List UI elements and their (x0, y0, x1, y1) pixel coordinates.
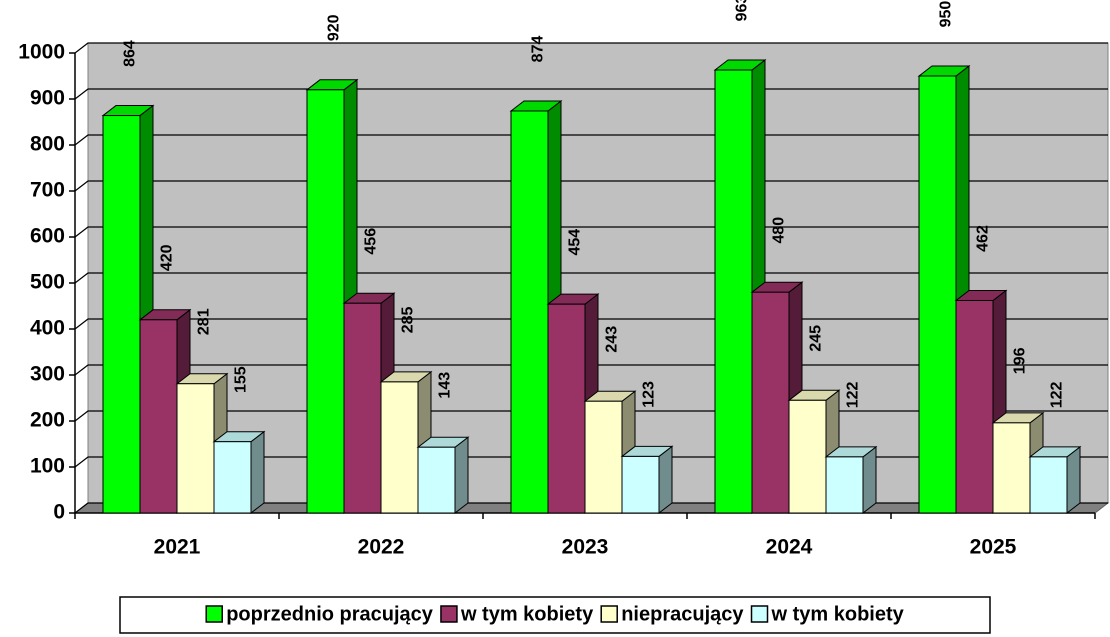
bar-front (955, 299, 994, 514)
value-label: 245 (808, 325, 825, 352)
value-label: 420 (159, 244, 176, 271)
bar-front (1029, 456, 1068, 514)
value-label: 456 (363, 228, 380, 255)
bar-front (788, 399, 827, 514)
bar-front (621, 455, 660, 514)
bar-side (862, 445, 877, 515)
y-tick-label: 100 (30, 455, 65, 478)
bar-front (714, 69, 753, 514)
bar-front (213, 441, 252, 514)
y-tick-label: 0 (53, 501, 65, 524)
y-tick-label: 900 (30, 87, 65, 110)
x-tick-label: 2022 (358, 536, 405, 559)
bar-front (992, 422, 1031, 514)
y-tick-label: 700 (30, 179, 65, 202)
legend-box (119, 596, 991, 634)
bar-front (102, 115, 141, 514)
bar-front (825, 456, 864, 514)
bar-front (547, 303, 586, 514)
x-tick-label: 2025 (970, 536, 1017, 559)
value-label: 480 (771, 217, 788, 244)
grid-line (74, 226, 1108, 238)
bar (212, 430, 266, 515)
legend-label: w tym kobiety (460, 603, 594, 625)
value-label: 122 (1049, 381, 1066, 408)
bar-front (343, 302, 382, 514)
value-label: 122 (845, 381, 862, 408)
y-tick-label: 1000 (18, 41, 65, 64)
value-label: 243 (604, 326, 621, 353)
bar-front (584, 400, 623, 514)
bar-front (417, 446, 456, 514)
y-tick-label: 600 (30, 225, 65, 248)
bar (1028, 445, 1082, 515)
legend-marker (750, 605, 769, 623)
bar-side (454, 436, 469, 515)
value-label: 155 (233, 366, 250, 393)
bar-side (658, 445, 673, 515)
y-tick-label: 800 (30, 133, 65, 156)
bar (824, 445, 878, 515)
value-label: 143 (437, 372, 454, 399)
value-label: 123 (641, 381, 658, 408)
bar (416, 436, 470, 515)
bar-side (250, 430, 265, 515)
y-tick-label: 400 (30, 317, 65, 340)
value-label: 281 (196, 308, 213, 335)
grid-line (74, 42, 1108, 54)
bar (620, 445, 674, 515)
x-tick-label: 2021 (154, 536, 201, 559)
x-tick-label: 2023 (562, 536, 609, 559)
bar-front (380, 381, 419, 514)
value-label: 462 (975, 225, 992, 252)
grid-line (74, 88, 1108, 100)
bar-front (751, 291, 790, 514)
value-label: 454 (567, 229, 584, 256)
bar-front (510, 110, 549, 514)
bar-front (306, 89, 345, 514)
bar (713, 59, 767, 515)
legend-label: niepracujący (621, 603, 744, 625)
y-tick-label: 200 (30, 409, 65, 432)
bar-side (1066, 445, 1081, 515)
grid-line (74, 180, 1108, 192)
value-label: 874 (530, 36, 547, 63)
y-tick-label: 500 (30, 271, 65, 294)
x-tick-label: 2024 (766, 536, 813, 559)
legend-label: poprzednio pracujący (226, 603, 434, 625)
y-tick-label: 300 (30, 363, 65, 386)
legend-marker (205, 605, 223, 623)
grid-line (74, 134, 1108, 146)
legend-marker (600, 605, 618, 623)
legend-label: w tym kobiety (771, 603, 905, 625)
bar-front (918, 75, 957, 514)
value-label: 196 (1012, 347, 1029, 374)
value-label: 950 (938, 1, 955, 28)
value-label: 864 (122, 40, 139, 67)
bar-front (176, 383, 215, 514)
bar-front (139, 319, 178, 514)
value-label: 920 (326, 14, 343, 41)
grid-line (74, 272, 1108, 284)
value-label: 285 (400, 306, 417, 333)
value-label: 963 (734, 0, 751, 21)
legend-marker (440, 605, 458, 623)
